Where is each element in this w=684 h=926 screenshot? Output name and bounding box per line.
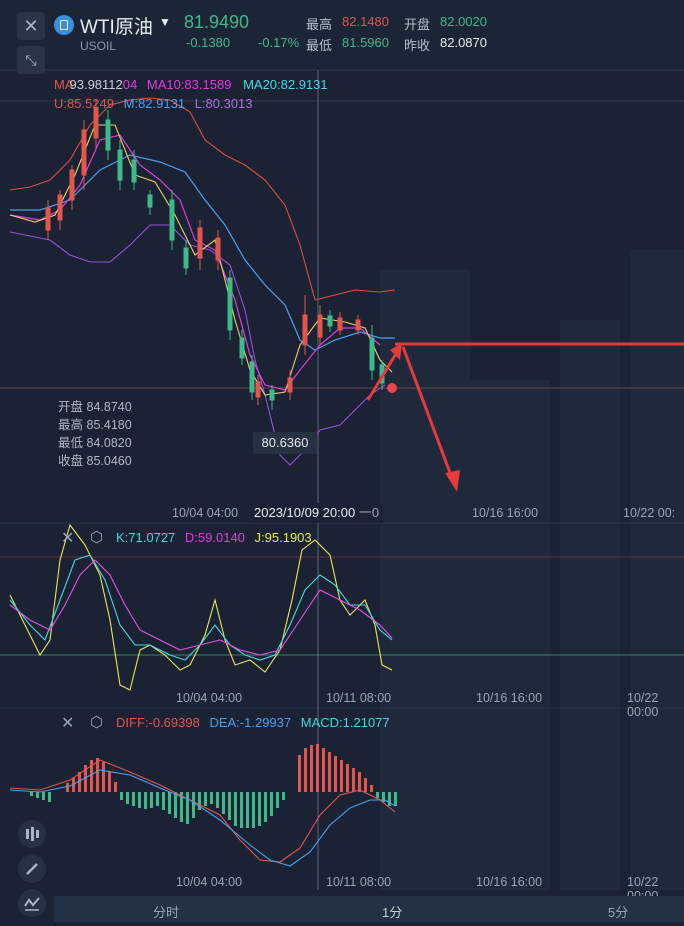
kdj-d-line — [9, 559, 393, 656]
ma5-suffix: 04 — [122, 77, 138, 92]
ohlc-close: 收盘 85.0460 — [58, 450, 132, 469]
low-label: 最低 — [306, 38, 333, 53]
ma10-line — [9, 134, 381, 391]
kdj-d-legend: D:59.0140 — [184, 530, 245, 545]
prev-close-label: 昨收 — [404, 38, 431, 53]
boll-upper-line — [9, 97, 396, 301]
up-arrow-head — [390, 343, 402, 360]
annotation-arrows — [366, 342, 684, 492]
main-x-tick-1: 10/04 04:00 — [172, 506, 239, 520]
macd-x-tick-3: 10/16 16:00 — [476, 875, 543, 889]
macd-diff-legend: DIFF:-0.69398 — [116, 715, 200, 730]
high-label: 最高 — [306, 17, 333, 32]
kdj-settings-icon[interactable]: ⬡ — [90, 529, 104, 546]
low-value: 81.5960 — [342, 35, 389, 50]
macd-bars-negative — [30, 792, 397, 828]
main-x-tick-3: 10/22 00: — [623, 506, 676, 520]
kdj-close-icon[interactable]: ✕ — [61, 530, 75, 547]
tab-1min[interactable]: 1分 — [382, 905, 403, 920]
usoil-coin-icon — [54, 15, 74, 35]
ohlc-high-label: 最高 — [58, 418, 84, 432]
macd-legend-row: DIFF:-0.69398 DEA:-1.29937 MACD:1.21077 — [116, 715, 390, 730]
close-icon[interactable]: ✕ — [17, 12, 45, 40]
open-label: 开盘 — [404, 17, 431, 32]
kdj-j-legend: J:95.1903 — [254, 530, 312, 545]
kdj-x-tick-2: 10/11 08:00 — [326, 691, 392, 705]
ohlc-low-value: 84.0820 — [86, 436, 132, 450]
ma20-line — [10, 154, 395, 351]
tab-5min[interactable]: 5分 — [608, 905, 629, 920]
macd-bars-positive — [66, 744, 373, 792]
open-value: 82.0020 — [440, 14, 487, 29]
crosshair-time-text: 2023/10/09 20:00 — [254, 505, 356, 520]
high-value: 82.1480 — [342, 14, 389, 29]
background-buildings — [380, 250, 684, 890]
ma5-prefix: MA — [54, 77, 74, 92]
macd-value-legend: MACD:1.21077 — [300, 715, 390, 730]
ohlc-high: 最高 85.4180 — [58, 414, 132, 433]
ohlc-high-value: 85.4180 — [86, 418, 132, 432]
crosshair-dot — [387, 383, 397, 393]
boll-m-legend: M:82.9131 — [123, 96, 186, 111]
ma-legend-row: MA93.9811204 MA10:83.1589 MA20:82.9131 — [54, 77, 328, 92]
kdj-j-line — [9, 523, 393, 691]
kdj-x-tick-1: 10/04 04:00 — [176, 691, 243, 705]
ohlc-low: 最低 84.0820 — [58, 432, 132, 451]
instrument-title[interactable]: WTI原油 — [80, 17, 153, 38]
kdj-x-tick-4: 10/22 00:00 — [627, 691, 659, 719]
ma5-line — [9, 124, 393, 396]
last-price: 81.9490 — [184, 12, 250, 32]
price-change-pct: -0.17% — [258, 35, 300, 50]
period-tab-bar: 分时 1分 5分 — [54, 896, 684, 922]
macd-diff-line — [9, 759, 396, 863]
kdj-legend-row: K:71.0727 D:59.0140 J:95.1903 — [116, 530, 312, 545]
low-price-marker: 80.6360 — [253, 432, 317, 454]
ma20-legend: MA20:82.9131 — [243, 77, 328, 92]
tab-timeshare[interactable]: 分时 — [153, 905, 180, 920]
crosshair-time-label: 2023/10/09 20:00 一0 — [250, 503, 384, 523]
macd-x-tick-2: 10/11 08:00 — [326, 875, 392, 889]
ma10-legend: MA10:83.1589 — [146, 77, 232, 92]
ohlc-open-value: 84.8740 — [86, 400, 132, 414]
ohlc-low-label: 最低 — [58, 436, 84, 450]
macd-close-icon[interactable]: ✕ — [61, 715, 75, 732]
macd-dea-line — [9, 769, 396, 867]
down-arrow-shaft — [401, 346, 454, 479]
boll-lower-line — [9, 224, 386, 466]
prev-close-value: 82.0870 — [440, 35, 487, 50]
boll-legend-row: U:85.5249 M:82.9131 L:80.3013 — [54, 96, 253, 111]
collapse-icon[interactable]: ⤡ — [17, 46, 45, 74]
macd-dea-legend: DEA:-1.29937 — [209, 715, 292, 730]
down-arrow-head — [445, 470, 460, 492]
ohlc-close-value: 85.0460 — [86, 454, 132, 468]
price-change: -0.1380 — [186, 35, 231, 50]
kdj-x-tick-3: 10/16 16:00 — [476, 691, 543, 705]
macd-x-tick-1: 10/04 04:00 — [176, 875, 243, 889]
main-x-tick-2: 10/16 16:00 — [472, 506, 539, 520]
header-bar — [0, 0, 684, 70]
boll-u-legend: U:85.5249 — [54, 96, 114, 111]
macd-histogram — [30, 744, 397, 828]
ma5-overlap-text: 93.98112 — [69, 77, 123, 92]
ohlc-open-label: 开盘 — [58, 400, 84, 414]
kdj-k-line — [9, 554, 393, 661]
indicator-icon[interactable] — [18, 889, 46, 917]
instrument-symbol: USOIL — [80, 39, 117, 53]
macd-settings-icon[interactable]: ⬡ — [90, 714, 104, 731]
draw-pencil-icon[interactable] — [18, 855, 46, 883]
up-arrow-shaft — [366, 346, 402, 401]
crosshair-time-suffix: 一0 — [358, 505, 380, 520]
boll-l-legend: L:80.3013 — [194, 96, 253, 111]
ohlc-open: 开盘 84.8740 — [58, 396, 132, 415]
candlesticks — [45, 100, 385, 410]
candlestick-type-icon[interactable] — [18, 820, 46, 848]
chevron-down-icon[interactable]: ▼ — [159, 15, 171, 29]
ohlc-close-label: 收盘 — [58, 454, 84, 468]
kdj-k-legend: K:71.0727 — [116, 530, 176, 545]
